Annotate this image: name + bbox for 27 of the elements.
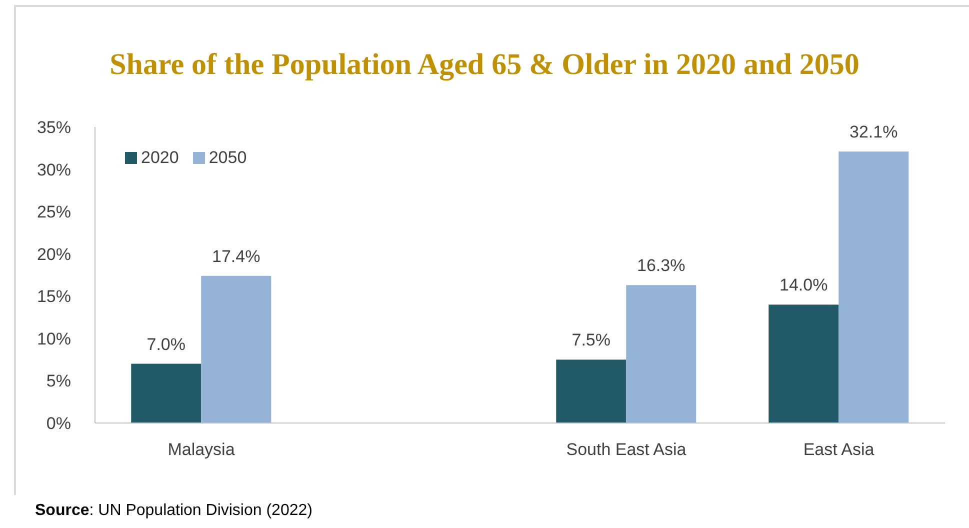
y-tick-label: 5%	[46, 372, 71, 391]
bar	[201, 276, 272, 423]
y-tick-label: 10%	[36, 329, 71, 348]
data-label: 7.0%	[146, 334, 186, 354]
bar	[626, 285, 696, 423]
bar	[131, 364, 202, 423]
y-tick-label: 15%	[36, 287, 71, 306]
data-label: 7.5%	[572, 330, 610, 350]
data-label: 16.3%	[637, 256, 686, 276]
source-note: Source: UN Population Division (2022)	[35, 502, 312, 519]
chart-title: Share of the Population Aged 65 & Older in 2020 and 2050	[108, 48, 860, 82]
y-tick-label: 25%	[36, 202, 71, 222]
bar	[556, 360, 626, 423]
legend-label: 2020	[140, 148, 179, 168]
y-tick-label: 20%	[36, 244, 71, 264]
data-label: 32.1%	[850, 122, 898, 142]
data-label: 14.0%	[780, 276, 828, 295]
x-tick-label: East Asia	[803, 440, 875, 460]
x-tick-label: South East Asia	[566, 440, 687, 460]
bar	[768, 304, 839, 423]
y-tick-label: 35%	[36, 118, 71, 138]
x-tick-label: Malaysia	[168, 440, 236, 460]
legend-label: 2050	[208, 148, 247, 168]
y-tick-label: 0%	[46, 414, 71, 434]
data-label: 17.4%	[212, 246, 260, 266]
bar	[838, 152, 909, 423]
y-tick-label: 30%	[36, 160, 71, 180]
